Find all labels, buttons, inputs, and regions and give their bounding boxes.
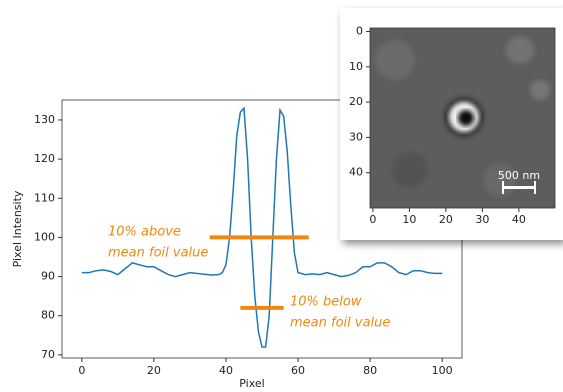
y-tick-label: 100 [34, 230, 55, 243]
y-tick-label: 30 [349, 130, 363, 143]
x-tick-label: 10 [402, 213, 416, 226]
x-tick-label: 40 [219, 364, 233, 377]
y-tick-label: 130 [34, 113, 55, 126]
y-tick-label: 70 [41, 348, 55, 361]
x-tick-label: 80 [363, 364, 377, 377]
y-tick-label: 120 [34, 152, 55, 165]
x-tick-label: 30 [475, 213, 489, 226]
annotation-text: 10% below [290, 295, 362, 310]
annotation-text: mean foil value [290, 316, 390, 331]
x-tick-label: 60 [291, 364, 305, 377]
y-tick-label: 80 [41, 309, 55, 322]
x-tick-label: 0 [369, 213, 376, 226]
x-tick-label: 0 [78, 364, 85, 377]
y-tick-label: 90 [41, 270, 55, 283]
scale-bar-label: 500 nm [498, 169, 540, 182]
y-axis-label: Pixel Intensity [11, 190, 24, 267]
y-tick-label: 40 [349, 166, 363, 179]
annotation-text: mean foil value [108, 246, 208, 261]
y-tick-label: 110 [34, 191, 55, 204]
y-tick-label: 20 [349, 95, 363, 108]
x-tick-label: 20 [147, 364, 161, 377]
x-tick-label: 20 [439, 213, 453, 226]
x-axis-label: Pixel [239, 377, 264, 390]
inset-image: 500 nm 0 10 20 30 40 0 10 20 30 40 [340, 8, 563, 240]
x-tick-label: 100 [432, 364, 453, 377]
y-tick-label: 0 [356, 25, 363, 38]
annotation-text: 10% above [108, 225, 181, 240]
figure: Pixel Pixel Intensity 020406080100708090… [0, 0, 563, 392]
y-tick-label: 10 [349, 60, 363, 73]
x-tick-label: 40 [512, 213, 526, 226]
